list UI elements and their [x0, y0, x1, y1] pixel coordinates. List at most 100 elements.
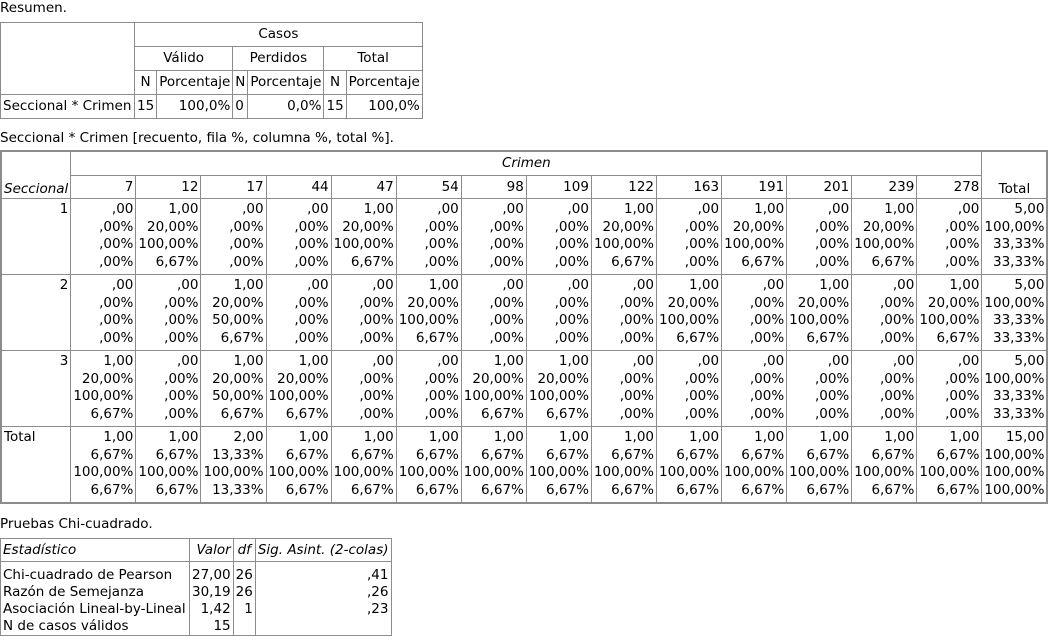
crosstab-cell: 1,00 6,67% 100,00% 6,67% [135, 426, 202, 504]
resumen-sub-header: Total [323, 46, 423, 71]
crosstab-cell: ,00 ,00% ,00% ,00% [721, 274, 788, 351]
crosstab-cell: 5,00 100,00% 33,33% 33,33% [981, 350, 1048, 427]
chi-sig [254, 618, 392, 636]
crosstab-col-group: Crimen [70, 150, 983, 176]
crosstab-cell: ,00 ,00% ,00% ,00% [135, 350, 202, 427]
resumen-sub-header: Válido [133, 46, 234, 71]
crosstab-cell: 1,00 20,00% 50,00% 6,67% [200, 274, 267, 351]
crosstab-cell: ,00 ,00% ,00% ,00% [460, 274, 527, 351]
resumen-col-header: Porcentaje [156, 70, 234, 95]
crosstab-col-header: 163 [656, 175, 723, 199]
chi-df: 26 [232, 561, 256, 584]
crosstab-cell: 1,00 20,00% 100,00% 6,67% [851, 198, 918, 275]
crosstab-cell: 1,00 6,67% 100,00% 6,67% [590, 426, 658, 504]
crosstab-cell: 1,00 20,00% 100,00% 6,67% [330, 198, 397, 275]
crosstab-cell: ,00 ,00% ,00% ,00% [395, 198, 462, 275]
crosstab-cell: ,00 ,00% ,00% ,00% [656, 198, 723, 275]
crosstab-cell: ,00 ,00% ,00% ,00% [851, 350, 918, 427]
crosstab-cell: ,00 ,00% ,00% ,00% [786, 350, 853, 427]
crosstab-row-label: Total [0, 426, 72, 504]
chi-caption: Pruebas Chi-cuadrado. [0, 516, 153, 532]
crosstab-cell: 1,00 20,00% 100,00% 6,67% [721, 198, 788, 275]
crosstab-cell: 1,00 20,00% 100,00% 6,67% [590, 198, 658, 275]
chi-header-sig: Sig. Asint. (2-colas) [254, 538, 392, 562]
crosstab-cell: 1,00 6,67% 100,00% 6,67% [786, 426, 853, 504]
resumen-cell: 15 [323, 94, 347, 119]
chi-sig: ,26 [254, 584, 392, 601]
crosstab-cell: ,00 ,00% ,00% ,00% [135, 274, 202, 351]
crosstab-cell: ,00 ,00% ,00% ,00% [786, 198, 853, 275]
chi-valor: 1,42 [189, 601, 234, 618]
crosstab-row-label: 1 [0, 198, 72, 275]
resumen-caption: Resumen. [0, 0, 67, 16]
resumen-cell: 0 [232, 94, 249, 119]
crosstab-caption: Seccional * Crimen [recuento, fila %, co… [0, 130, 394, 146]
resumen-corner [0, 22, 135, 95]
crosstab-col-header: 98 [460, 175, 527, 199]
crosstab-cell: ,00 ,00% ,00% ,00% [330, 350, 397, 427]
crosstab-col-header: 122 [590, 175, 658, 199]
resumen-row-label: Seccional * Crimen [0, 94, 135, 119]
resumen-col-header: N [232, 70, 249, 95]
resumen-sub-header: Perdidos [232, 46, 325, 71]
crosstab-cell: ,00 ,00% ,00% ,00% [70, 198, 137, 275]
crosstab-cell: ,00 ,00% ,00% ,00% [590, 350, 658, 427]
chi-header-estadistico: Estadístico [0, 538, 190, 562]
resumen-table: Casos Válido Perdidos Total N Porcentaje… [0, 22, 423, 119]
crosstab-col-header: 278 [916, 175, 983, 199]
crosstab-col-header: 191 [721, 175, 788, 199]
crosstab-cell: 1,00 20,00% 100,00% 6,67% [265, 350, 332, 427]
crosstab-cell: ,00 ,00% ,00% ,00% [265, 274, 332, 351]
crosstab-col-header: 54 [395, 175, 462, 199]
chi-row-label: Chi-cuadrado de Pearson [0, 561, 190, 584]
crosstab-col-header: 7 [70, 175, 137, 199]
resumen-col-header: N [133, 70, 158, 95]
chi-valor: 30,19 [189, 584, 234, 601]
crosstab-cell: 1,00 6,67% 100,00% 6,67% [525, 426, 592, 504]
crosstab-cell: 1,00 6,67% 100,00% 6,67% [265, 426, 332, 504]
crosstab-cell: ,00 ,00% ,00% ,00% [656, 350, 723, 427]
crosstab-cell: 1,00 6,67% 100,00% 6,67% [656, 426, 723, 504]
chi-valor: 27,00 [189, 561, 234, 584]
crosstab-cell: 2,00 13,33% 100,00% 13,33% [200, 426, 267, 504]
crosstab-col-header: 12 [135, 175, 202, 199]
crosstab-total-header: Total [981, 150, 1048, 199]
crosstab-cell: ,00 ,00% ,00% ,00% [265, 198, 332, 275]
crosstab-cell: ,00 ,00% ,00% ,00% [916, 350, 983, 427]
chi-df [232, 618, 256, 636]
crosstab-cell: 1,00 6,67% 100,00% 6,67% [70, 426, 137, 504]
crosstab-cell: 1,00 6,67% 100,00% 6,67% [460, 426, 527, 504]
chi-row-label: Razón de Semejanza [0, 584, 190, 601]
crosstab-cell: ,00 ,00% ,00% ,00% [460, 198, 527, 275]
chi-df: 26 [232, 584, 256, 601]
crosstab-cell: ,00 ,00% ,00% ,00% [330, 274, 397, 351]
crosstab-cell: 1,00 20,00% 100,00% 6,67% [135, 198, 202, 275]
resumen-cell: 0,0% [247, 94, 325, 119]
resumen-cell: 100,0% [156, 94, 234, 119]
chi-header-valor: Valor [189, 538, 234, 562]
crosstab-cell: ,00 ,00% ,00% ,00% [525, 274, 592, 351]
crosstab-cell: ,00 ,00% ,00% ,00% [721, 350, 788, 427]
crosstab-row-label: 3 [0, 350, 72, 427]
crosstab-row-var: Seccional [4, 181, 69, 197]
crosstab-cell: 1,00 20,00% 100,00% 6,67% [916, 274, 983, 351]
crosstab-cell: 15,00 100,00% 100,00% 100,00% [981, 426, 1048, 504]
chi-row-label: Asociación Lineal-by-Lineal [0, 601, 190, 618]
crosstab-cell: ,00 ,00% ,00% ,00% [200, 198, 267, 275]
chi-sig: ,41 [254, 561, 392, 584]
crosstab-cell: ,00 ,00% ,00% ,00% [916, 198, 983, 275]
crosstab-col-header: 201 [786, 175, 853, 199]
crosstab-cell: 1,00 20,00% 100,00% 6,67% [70, 350, 137, 427]
crosstab-cell: ,00 ,00% ,00% ,00% [851, 274, 918, 351]
crosstab-col-header: 239 [851, 175, 918, 199]
chi-df: 1 [232, 601, 256, 618]
crosstab-corner: Seccional [0, 150, 72, 199]
crosstab-cell: 1,00 20,00% 50,00% 6,67% [200, 350, 267, 427]
resumen-col-header: Porcentaje [247, 70, 325, 95]
chi-header-df: df [232, 538, 256, 562]
crosstab-cell: 1,00 6,67% 100,00% 6,67% [330, 426, 397, 504]
crosstab-col-header: 47 [330, 175, 397, 199]
chi-sig: ,23 [254, 601, 392, 618]
chi-table: Estadístico Valor df Sig. Asint. (2-cola… [0, 538, 392, 636]
resumen-cell: 15 [133, 94, 158, 119]
